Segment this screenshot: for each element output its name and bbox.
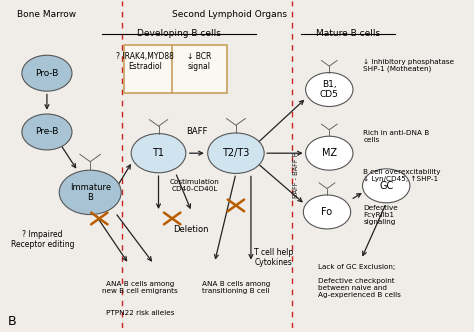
Text: T1: T1 bbox=[153, 148, 164, 158]
Text: B: B bbox=[8, 315, 17, 328]
Text: ? IRAK4,MYD88
Estradiol: ? IRAK4,MYD88 Estradiol bbox=[116, 52, 174, 71]
Circle shape bbox=[303, 195, 351, 229]
Text: BAFF: BAFF bbox=[186, 127, 207, 136]
Circle shape bbox=[306, 136, 353, 170]
Text: Pro-B: Pro-B bbox=[35, 69, 59, 78]
Text: GC: GC bbox=[379, 181, 393, 191]
Text: Fo: Fo bbox=[321, 207, 333, 217]
Text: T cell help
Cytokines: T cell help Cytokines bbox=[254, 248, 293, 267]
Text: Bone Marrow: Bone Marrow bbox=[18, 10, 76, 19]
Text: ↓ BCR
signal: ↓ BCR signal bbox=[187, 52, 212, 71]
Circle shape bbox=[59, 170, 121, 214]
Text: Immature
B: Immature B bbox=[70, 183, 111, 202]
Text: Mature B cells: Mature B cells bbox=[316, 29, 381, 38]
Text: Deletion: Deletion bbox=[173, 225, 208, 234]
Text: B cell overexcitability
↓ Lyn/CD45, ↑SHP-1: B cell overexcitability ↓ Lyn/CD45, ↑SHP… bbox=[364, 169, 441, 182]
Text: ANA B cells among
transitioning B cell: ANA B cells among transitioning B cell bbox=[202, 281, 270, 293]
FancyBboxPatch shape bbox=[124, 45, 227, 93]
Text: BAFF - BAFF R: BAFF - BAFF R bbox=[293, 151, 300, 198]
Circle shape bbox=[131, 133, 186, 173]
Text: PTPN22 risk alleles: PTPN22 risk alleles bbox=[106, 310, 174, 316]
Text: Costimulation
CD40-CD40L: Costimulation CD40-CD40L bbox=[170, 179, 220, 192]
Circle shape bbox=[306, 73, 353, 107]
Circle shape bbox=[363, 169, 410, 203]
Text: Second Lymphoid Organs: Second Lymphoid Organs bbox=[172, 10, 287, 19]
Text: Defective
FcγRIIb1
signaling: Defective FcγRIIb1 signaling bbox=[364, 206, 398, 225]
Circle shape bbox=[22, 55, 72, 91]
Text: T2/T3: T2/T3 bbox=[222, 148, 250, 158]
Text: MZ: MZ bbox=[322, 148, 337, 158]
Text: B1,
CD5: B1, CD5 bbox=[320, 80, 339, 99]
Text: Pre-B: Pre-B bbox=[35, 127, 59, 136]
Text: Rich in anti-DNA B
cells: Rich in anti-DNA B cells bbox=[364, 130, 430, 143]
Text: ↓ Inhibitory phosphatase
SHP-1 (Motheaten): ↓ Inhibitory phosphatase SHP-1 (Motheate… bbox=[364, 58, 455, 72]
Circle shape bbox=[208, 133, 264, 173]
Text: ? Impaired
Receptor editing: ? Impaired Receptor editing bbox=[10, 230, 74, 249]
Text: Lack of GC Exclusion;

Defective checkpoint
between naive and
Ag-experienced B c: Lack of GC Exclusion; Defective checkpoi… bbox=[318, 264, 401, 298]
Circle shape bbox=[22, 114, 72, 150]
Text: ANA B cells among
new B cell emigrants: ANA B cells among new B cell emigrants bbox=[102, 281, 178, 293]
Text: Developing B cells: Developing B cells bbox=[137, 29, 221, 38]
